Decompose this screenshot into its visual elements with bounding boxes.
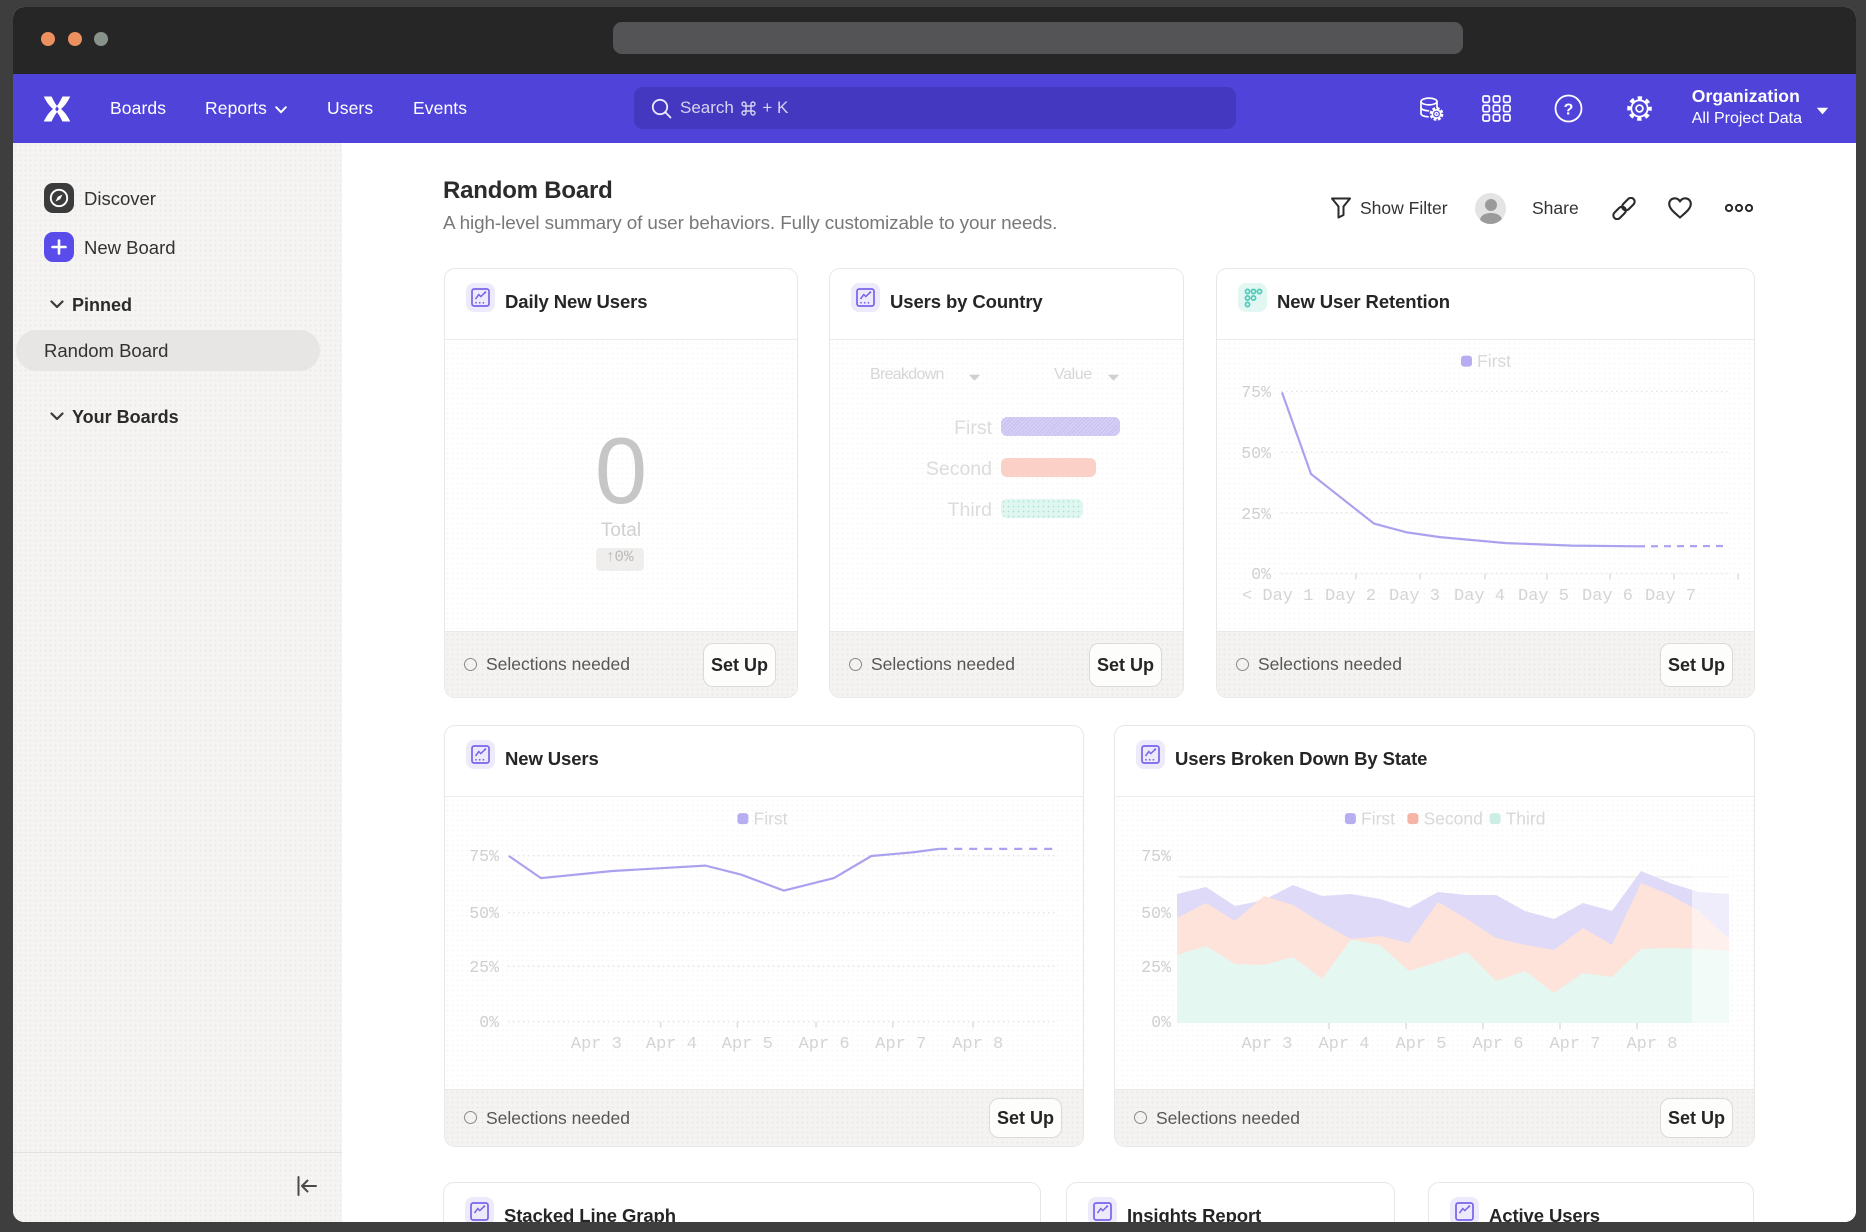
svg-text:Day 4: Day 4 bbox=[1454, 587, 1505, 606]
svg-text:Apr 4: Apr 4 bbox=[1318, 1035, 1369, 1054]
svg-text:Apr 8: Apr 8 bbox=[1626, 1035, 1677, 1054]
svg-text:First: First bbox=[1477, 351, 1511, 371]
svg-text:First: First bbox=[754, 809, 788, 829]
svg-text:Day 2: Day 2 bbox=[1325, 587, 1376, 606]
svg-text:75%: 75% bbox=[469, 847, 499, 866]
svg-text:0%: 0% bbox=[479, 1013, 499, 1032]
svg-text:Apr 5: Apr 5 bbox=[722, 1035, 773, 1054]
svg-text:0%: 0% bbox=[1151, 1013, 1171, 1032]
svg-text:Day 5: Day 5 bbox=[1518, 587, 1569, 606]
svg-text:Second: Second bbox=[1424, 809, 1483, 829]
svg-text:Apr 7: Apr 7 bbox=[1549, 1035, 1600, 1054]
svg-text:Apr 6: Apr 6 bbox=[1472, 1035, 1523, 1054]
svg-text:75%: 75% bbox=[1241, 383, 1271, 402]
svg-text:Apr 3: Apr 3 bbox=[571, 1035, 622, 1054]
svg-text:First: First bbox=[1361, 809, 1395, 829]
svg-text:50%: 50% bbox=[1241, 444, 1271, 463]
svg-text:Apr 8: Apr 8 bbox=[952, 1035, 1003, 1054]
svg-text:Apr 5: Apr 5 bbox=[1395, 1035, 1446, 1054]
svg-text:25%: 25% bbox=[1241, 505, 1271, 524]
svg-text:25%: 25% bbox=[469, 958, 499, 977]
svg-text:Apr 4: Apr 4 bbox=[646, 1035, 697, 1054]
svg-text:Apr 6: Apr 6 bbox=[799, 1035, 850, 1054]
svg-text:Day 6: Day 6 bbox=[1582, 587, 1633, 606]
svg-text:50%: 50% bbox=[1141, 904, 1171, 923]
svg-text:?: ? bbox=[1564, 102, 1574, 119]
svg-text:50%: 50% bbox=[469, 904, 499, 923]
svg-text:0%: 0% bbox=[1251, 565, 1271, 584]
svg-text:Third: Third bbox=[1506, 809, 1546, 829]
svg-text:Day 3: Day 3 bbox=[1389, 587, 1440, 606]
svg-text:< Day 1: < Day 1 bbox=[1242, 587, 1313, 606]
svg-text:25%: 25% bbox=[1141, 958, 1171, 977]
svg-text:75%: 75% bbox=[1141, 847, 1171, 866]
svg-text:Day 7: Day 7 bbox=[1645, 587, 1696, 606]
svg-text:Apr 7: Apr 7 bbox=[875, 1035, 926, 1054]
svg-text:Apr 3: Apr 3 bbox=[1241, 1035, 1292, 1054]
